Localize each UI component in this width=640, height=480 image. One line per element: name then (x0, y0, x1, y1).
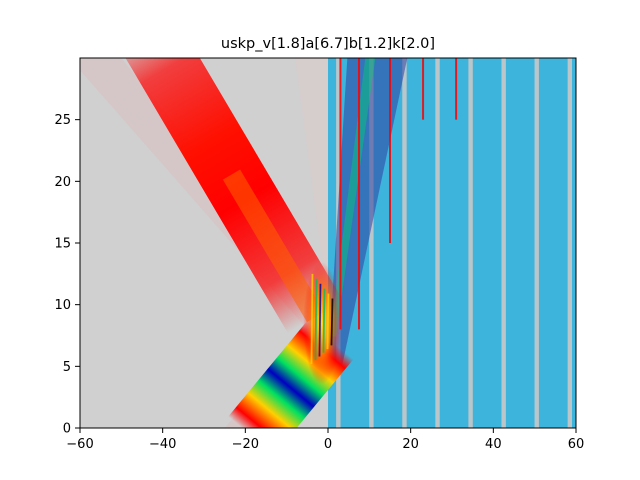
chart-title: uskp_v[1.8]a[6.7]b[1.2]k[2.0] (221, 36, 435, 52)
x-tick-label: 60 (568, 437, 585, 452)
interference-fringe (322, 288, 326, 353)
y-tick-label: 10 (54, 298, 71, 313)
barrier-stripe (402, 58, 407, 428)
x-tick-label: −20 (232, 437, 259, 452)
x-tick-label: −60 (66, 437, 93, 452)
y-axis: 0 5 10 15 20 25 (54, 113, 80, 437)
x-tick-label: 20 (402, 437, 419, 452)
interference-fringe (330, 298, 334, 346)
x-tick-label: −40 (149, 437, 176, 452)
haze-left (80, 58, 320, 428)
y-tick-label: 20 (54, 175, 71, 190)
barrier-stripe (468, 58, 473, 428)
reflected-packet (114, 58, 344, 334)
x-tick-label: 0 (324, 437, 332, 452)
transmitted-beam-body (328, 58, 408, 367)
interference-fringe (314, 278, 318, 361)
y-tick-label: 0 (63, 422, 71, 437)
barrier-stripe (534, 58, 539, 428)
x-axis: −60 −40 −20 0 20 40 60 (66, 428, 584, 452)
y-tick-label: 25 (54, 113, 71, 128)
x-tick-label: 40 (485, 437, 502, 452)
haze-top (294, 58, 328, 305)
interaction-hotspot (303, 262, 341, 385)
interaction-zone (303, 262, 341, 385)
barrier-stripe (435, 58, 440, 428)
reflected-packet-core (222, 169, 325, 323)
plot-area (80, 58, 576, 428)
barrier-stripe (567, 58, 572, 428)
y-tick-label: 5 (63, 360, 71, 375)
interference-fringe (318, 283, 322, 357)
interference-fringe (326, 293, 330, 350)
y-tick-label: 15 (54, 237, 71, 252)
interference-fringe (310, 273, 314, 364)
barrier-stripe (369, 58, 374, 428)
barrier-stripe (501, 58, 506, 428)
